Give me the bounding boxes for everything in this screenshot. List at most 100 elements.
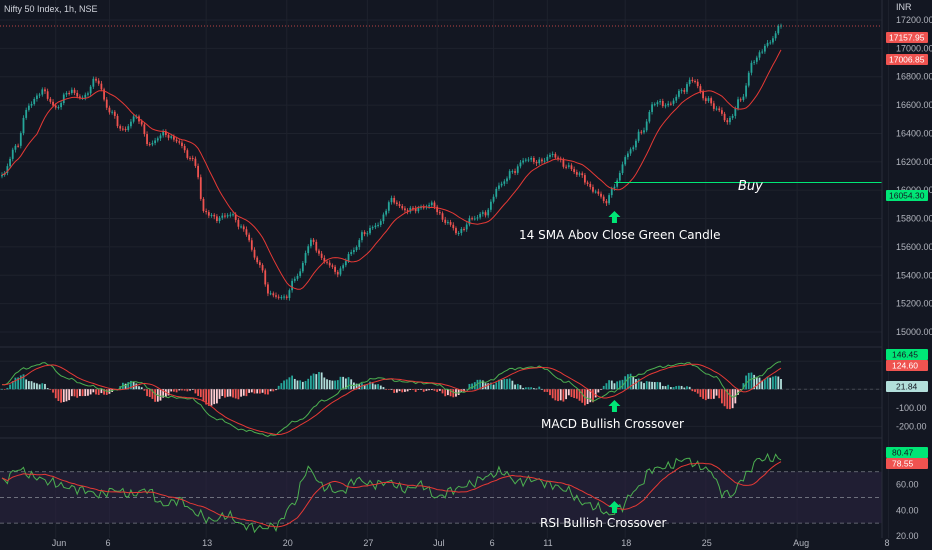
- candle-body: [438, 212, 441, 214]
- histogram-bar: [224, 389, 226, 398]
- candle-body: [108, 107, 111, 113]
- histogram-bar: [506, 378, 508, 390]
- histogram-bar: [538, 386, 541, 390]
- candle-body: [189, 157, 191, 159]
- histogram-bar: [694, 389, 696, 392]
- histogram-bar: [256, 389, 259, 394]
- candle-body: [465, 224, 468, 230]
- histogram-bar: [242, 389, 245, 396]
- histogram-bar: [632, 376, 635, 390]
- histogram-bar: [272, 389, 275, 392]
- candle-body: [382, 214, 385, 222]
- histogram-bar: [721, 389, 723, 404]
- candle-body: [436, 206, 439, 213]
- histogram-bar: [664, 386, 667, 390]
- candle-body: [412, 207, 414, 209]
- candle-body: [546, 156, 549, 161]
- histogram-bar: [9, 384, 11, 390]
- candle-body: [291, 280, 294, 291]
- histogram-bar: [159, 389, 162, 401]
- candle-body: [89, 86, 92, 94]
- candle-body: [712, 103, 715, 109]
- candle-body: [635, 140, 637, 148]
- price-tick-label: 16400.00: [896, 128, 932, 138]
- histogram-bar: [449, 389, 452, 397]
- price-tick-label: 16600.00: [896, 100, 932, 110]
- candle-body: [205, 210, 208, 213]
- histogram-bar: [602, 385, 605, 390]
- histogram-bar: [608, 380, 610, 390]
- histogram-bar: [205, 389, 208, 405]
- candle-body: [253, 249, 256, 258]
- candle-body: [704, 98, 707, 102]
- candle-body: [578, 173, 581, 175]
- histogram-bar: [514, 384, 516, 390]
- histogram-bar: [6, 387, 9, 390]
- histogram-bar: [769, 377, 772, 390]
- histogram-bar: [672, 387, 675, 390]
- candle-body: [430, 202, 433, 206]
- histogram-bar: [140, 387, 143, 390]
- histogram-bar: [570, 389, 573, 397]
- histogram-bar: [519, 385, 522, 390]
- candle-body: [444, 219, 447, 223]
- histogram-bar: [382, 387, 385, 390]
- candle-body: [264, 270, 267, 285]
- histogram-bar: [404, 389, 406, 392]
- histogram-bar: [52, 389, 54, 393]
- histogram-bar: [275, 389, 277, 391]
- histogram-bar: [143, 389, 146, 391]
- rsi-signal-label: RSI Bullish Crossover: [540, 516, 667, 530]
- histogram-bar: [575, 389, 578, 399]
- candle-body: [186, 150, 189, 158]
- histogram-bar: [436, 389, 439, 392]
- macd-tick-label: -100.00: [896, 403, 927, 413]
- candle-body: [457, 232, 460, 234]
- histogram-bar: [447, 389, 449, 396]
- candle-body: [275, 295, 277, 297]
- histogram-bar: [723, 389, 726, 407]
- candle-body: [723, 113, 726, 121]
- candle-body: [323, 257, 326, 262]
- histogram-bar: [62, 389, 65, 403]
- candle-body: [293, 278, 296, 281]
- histogram-bar: [387, 389, 390, 390]
- candle-body: [127, 126, 130, 131]
- candle-body: [551, 153, 554, 155]
- candle-body: [777, 26, 780, 34]
- candle-body: [269, 293, 272, 295]
- candle-body: [755, 57, 758, 62]
- rsi-ma-line: [1, 461, 782, 528]
- candle-body: [84, 94, 87, 98]
- histogram-bar: [648, 381, 651, 390]
- histogram-bar: [207, 389, 210, 406]
- candle-body: [361, 232, 363, 241]
- histogram-bar: [355, 383, 358, 390]
- candle-body: [248, 234, 251, 241]
- time-tick-label: 6: [490, 538, 495, 548]
- candle-body: [111, 111, 114, 113]
- histogram-bar: [3, 389, 6, 390]
- last-price-value: 17157.95: [889, 33, 925, 43]
- candle-body: [320, 253, 323, 258]
- candle-body: [484, 212, 487, 216]
- candle-body: [511, 171, 514, 173]
- candle-body: [151, 143, 154, 145]
- histogram-bar: [261, 389, 264, 393]
- histogram-bar: [307, 378, 310, 390]
- histogram-bar: [167, 389, 170, 396]
- candle-body: [377, 224, 379, 226]
- candle-body: [772, 38, 774, 43]
- candle-body: [516, 166, 519, 173]
- histogram-bar: [280, 383, 283, 390]
- histogram-bar: [326, 379, 328, 390]
- candle-body: [637, 131, 640, 141]
- candle-body: [299, 271, 302, 276]
- candle-body: [763, 45, 766, 52]
- histogram-bar: [726, 389, 729, 409]
- candle-body: [1, 174, 3, 177]
- price-tick-label: 16800.00: [896, 72, 932, 82]
- histogram-bar: [232, 389, 234, 398]
- candle-body: [702, 91, 704, 99]
